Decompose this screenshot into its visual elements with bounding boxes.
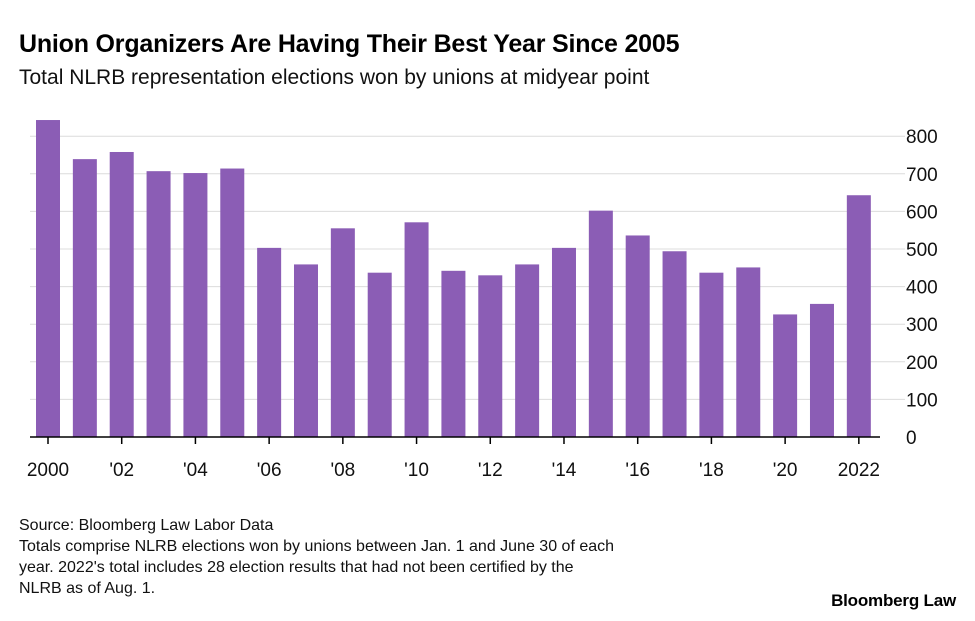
bar [625,235,650,437]
x-tick-label: '04 [183,460,208,481]
x-tick-label: '12 [478,460,503,481]
footnote-line: NLRB as of Aug. 1. [19,580,156,597]
bar [441,270,466,437]
footer-notes: Source: Bloomberg Law Labor Data Totals … [19,515,614,599]
bar [109,151,134,437]
x-tick-label: '16 [625,460,650,481]
bar [515,264,540,437]
y-tick-label: 700 [906,165,938,186]
bar [809,303,834,437]
bar [478,275,503,437]
bar [183,173,208,437]
x-tick-label: '02 [109,460,134,481]
bar [846,195,871,437]
y-tick-label: 0 [906,428,917,449]
bar [367,272,392,437]
x-tick-label: '20 [773,460,798,481]
bar [293,264,318,437]
y-tick-label: 800 [906,127,938,148]
bar [72,159,97,438]
x-tick-label: '08 [330,460,355,481]
source-note: Source: Bloomberg Law Labor Data [19,517,274,534]
bar [220,168,245,437]
bar [257,247,282,437]
chart-title: Union Organizers Are Having Their Best Y… [19,30,680,58]
bar [736,267,761,437]
y-tick-label: 600 [906,202,938,223]
y-tick-label: 200 [906,353,938,374]
chart-subtitle: Total NLRB representation elections won … [19,66,650,89]
y-tick-label: 100 [906,390,938,411]
x-tick-label: '10 [404,460,429,481]
x-tick-label: '14 [552,460,577,481]
bar [36,120,60,438]
y-tick-label: 400 [906,278,938,299]
bar [551,247,576,437]
x-tick-label: 2000 [27,460,69,481]
y-tick-label: 300 [906,315,938,336]
bar [699,272,724,437]
bar [330,228,355,437]
bar [404,222,429,437]
x-tick-label: '06 [257,460,282,481]
bloomberg-law-logo: Bloomberg Law [831,591,956,610]
bar [588,210,613,437]
bar [662,251,687,437]
bar [773,314,798,437]
footnote-line: year. 2022's total includes 28 election … [19,559,574,576]
x-tick-label: '18 [699,460,724,481]
y-tick-label: 500 [906,240,938,261]
footnote-line: Totals comprise NLRB elections won by un… [19,538,615,555]
x-tick-label: 2022 [838,460,880,481]
bar [146,171,171,437]
